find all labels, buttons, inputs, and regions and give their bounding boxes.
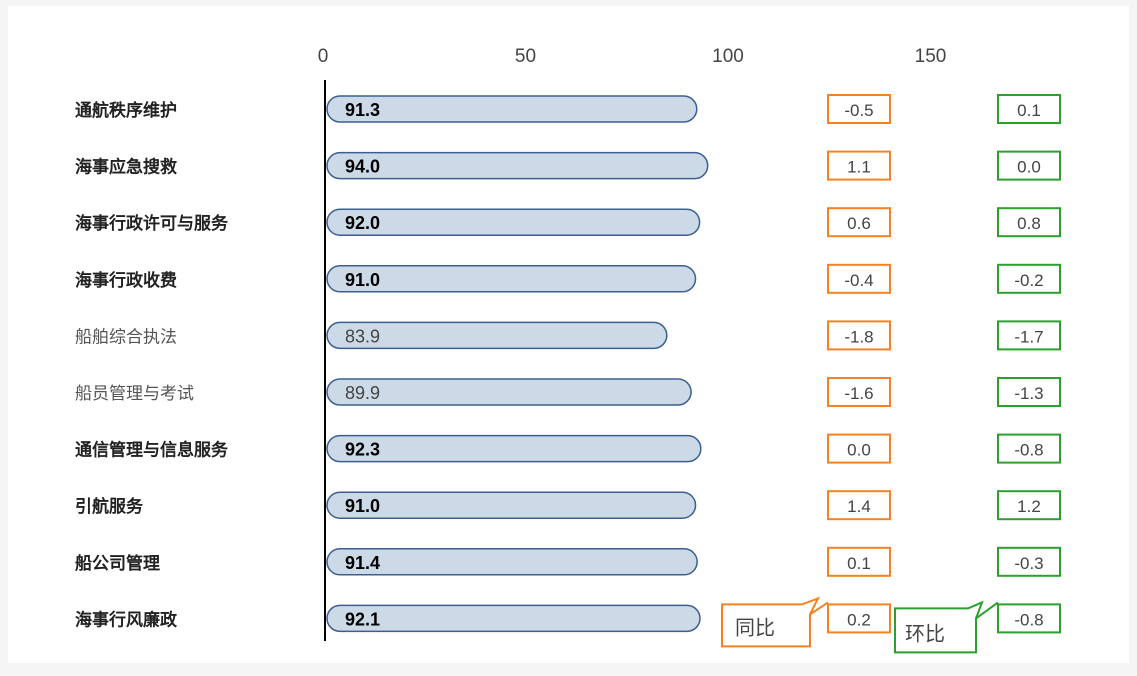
yoy-value: 0.2 [847, 610, 871, 629]
mom-box [997, 433, 1061, 464]
mom-value: -1.7 [1014, 327, 1043, 346]
yoy-value: 1.1 [847, 158, 871, 177]
category-label: 船舶综合执法 [75, 327, 177, 347]
yoy-value: -0.4 [844, 271, 873, 290]
yoy-box [827, 207, 891, 238]
bar-value-label: 91.3 [345, 100, 380, 120]
bar[interactable] [326, 95, 698, 123]
bar[interactable] [326, 378, 692, 406]
bar-value-label: 91.0 [345, 496, 380, 516]
mom-value: 0.0 [1017, 158, 1041, 177]
yoy-value: 0.6 [847, 214, 871, 233]
mom-value: 1.2 [1017, 497, 1041, 516]
mom-value: -0.3 [1014, 554, 1043, 573]
yoy-value: 0.0 [847, 441, 871, 460]
mom-value: 0.8 [1017, 214, 1041, 233]
yoy-callout-label: 同比 [735, 615, 775, 639]
mom-box [997, 320, 1061, 351]
category-label: 通航秩序维护 [75, 100, 177, 121]
bar[interactable] [326, 548, 698, 576]
mom-callout-label: 环比 [905, 621, 945, 645]
x-tick-label: 50 [515, 46, 536, 67]
yoy-box [827, 603, 891, 634]
yoy-callout-pointer [809, 601, 829, 616]
mom-box [997, 603, 1061, 634]
mom-box [997, 377, 1061, 407]
yoy-box [827, 150, 891, 181]
mom-value: -0.8 [1014, 610, 1043, 629]
mom-box [997, 263, 1061, 294]
mom-box [997, 94, 1061, 124]
yoy-box [827, 94, 891, 124]
category-label: 船员管理与考试 [75, 384, 194, 404]
category-label: 通信管理与信息服务 [75, 440, 229, 461]
mom-box [997, 546, 1061, 577]
bar-value-label: 92.3 [345, 440, 380, 460]
bar[interactable] [326, 265, 697, 293]
mom-callout-pointer [975, 601, 999, 620]
bar[interactable] [326, 151, 709, 180]
mom-box [997, 490, 1061, 521]
yoy-value: -1.8 [844, 327, 873, 346]
x-tick-label: 100 [712, 46, 744, 67]
bar[interactable] [326, 434, 702, 463]
category-label: 海事应急搜救 [75, 157, 177, 178]
category-label: 海事行政许可与服务 [75, 213, 229, 234]
bar-value-label: 92.1 [345, 609, 380, 629]
yoy-value: -0.5 [844, 101, 873, 120]
bar-value-label: 91.0 [345, 270, 380, 290]
yoy-value: 1.4 [847, 497, 871, 516]
x-tick-label: 150 [915, 46, 947, 67]
category-label: 船公司管理 [75, 553, 160, 574]
yoy-box [827, 546, 891, 577]
mom-value: 0.1 [1017, 101, 1041, 120]
yoy-value: -1.6 [844, 384, 873, 403]
mom-value: -1.3 [1014, 384, 1043, 403]
yoy-value: 0.1 [847, 554, 871, 573]
bar-value-label: 94.0 [345, 157, 380, 177]
bar[interactable] [326, 321, 668, 350]
yoy-box [827, 377, 891, 407]
yoy-box [827, 263, 891, 294]
bar[interactable] [326, 604, 701, 633]
bar-value-label: 91.4 [345, 553, 380, 573]
category-label: 引航服务 [75, 496, 144, 517]
yoy-box [827, 490, 891, 521]
yoy-box [827, 433, 891, 464]
yoy-box [827, 320, 891, 351]
bar[interactable] [326, 208, 701, 236]
bar-value-label: 89.9 [345, 383, 380, 403]
mom-value: -0.8 [1014, 441, 1043, 460]
bar-value-label: 83.9 [345, 326, 380, 346]
bar-value-label: 92.0 [345, 213, 380, 233]
mom-box [997, 207, 1061, 238]
bar[interactable] [326, 491, 697, 519]
category-label: 海事行政收费 [75, 270, 177, 291]
mom-box [997, 150, 1061, 181]
mom-value: -0.2 [1014, 271, 1043, 290]
x-tick-label: 0 [318, 46, 329, 67]
category-label: 海事行风廉政 [75, 609, 178, 630]
